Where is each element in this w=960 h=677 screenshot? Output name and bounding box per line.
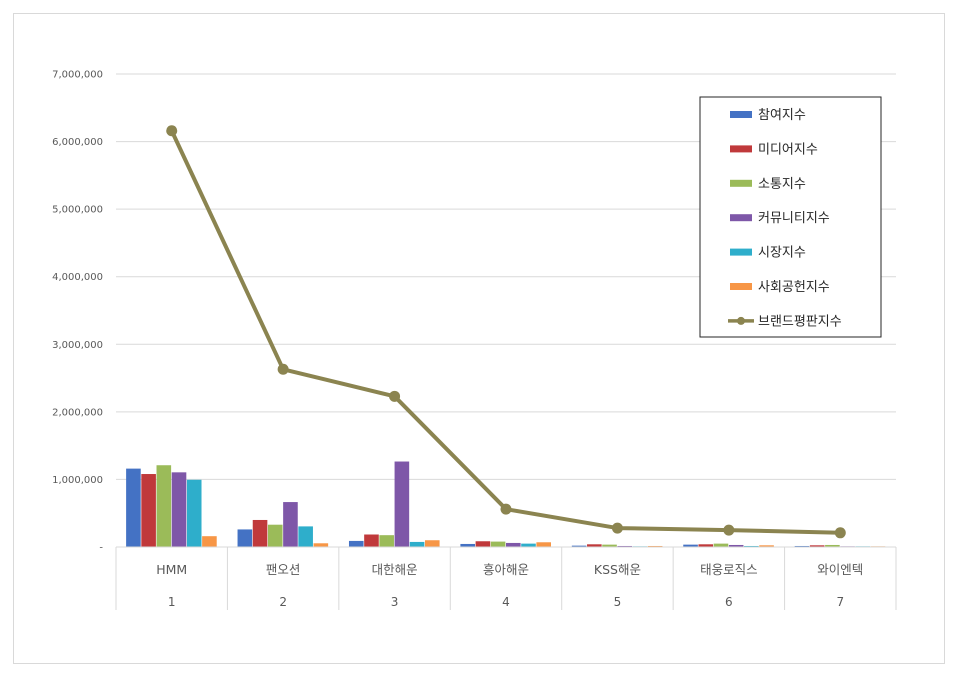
chart-frame: - 1,000,000 2,000,000 3,000,000 4,000,000 5,0…: [13, 13, 945, 664]
bar: [713, 543, 729, 547]
bar: [571, 545, 587, 547]
y-tick-label: -: [99, 543, 103, 554]
grid-lines: [116, 73, 896, 480]
bar: [202, 536, 217, 547]
bar: [171, 472, 187, 547]
bar: [141, 474, 156, 547]
category-label: 와이엔텍: [817, 562, 863, 577]
bar: [156, 465, 172, 547]
bar: [490, 541, 506, 547]
bar: [617, 545, 633, 547]
rank-label: 4: [502, 595, 510, 609]
rank-label: 1: [168, 595, 176, 609]
legend-swatch: [730, 248, 752, 256]
line-series: [166, 125, 846, 539]
y-tick-label: 7,000,000: [52, 70, 103, 81]
category-label: 흥아해운: [483, 562, 529, 577]
bar-series: [126, 461, 886, 547]
legend-swatch: [730, 179, 752, 187]
rank-label: 6: [725, 595, 733, 609]
bar: [298, 526, 313, 547]
legend-swatch: [730, 214, 752, 222]
bar: [809, 545, 825, 547]
bar: [267, 524, 283, 547]
bar: [186, 479, 202, 547]
rank-label: 5: [614, 595, 622, 609]
legend-swatch: [730, 111, 752, 118]
bar: [409, 541, 425, 547]
line-point: [389, 390, 401, 402]
category-label: HMM: [156, 562, 187, 577]
rank-label: 2: [279, 595, 287, 609]
bar: [759, 545, 774, 547]
y-tick-label: 4,000,000: [52, 272, 103, 283]
category-label: 태웅로직스: [700, 562, 758, 577]
category-label: 팬오션: [266, 562, 301, 577]
bar: [460, 543, 475, 547]
legend-swatch: [730, 145, 752, 153]
bar: [126, 468, 141, 547]
y-tick-label: 2,000,000: [52, 407, 103, 418]
legend-label: 시장지수: [758, 246, 806, 261]
legend-label: 소통지수: [758, 177, 806, 192]
bar: [283, 502, 298, 547]
line-point: [500, 503, 512, 515]
category-label: 대한해운: [372, 562, 418, 577]
bar: [587, 544, 602, 547]
legend-label: 미디어지수: [758, 142, 818, 157]
line-point: [277, 363, 289, 375]
bar: [602, 544, 617, 547]
bar: [475, 541, 491, 547]
brand-reputation-chart: - 1,000,000 2,000,000 3,000,000 4,000,000 5,0…: [52, 70, 897, 610]
legend-swatch: [730, 283, 752, 290]
bar: [825, 544, 840, 547]
y-tick-label: 3,000,000: [52, 340, 103, 351]
bar: [647, 545, 663, 547]
bar: [252, 519, 268, 547]
legend-label: 사회공헌지수: [758, 280, 830, 295]
bar: [794, 545, 810, 547]
line-point: [611, 522, 623, 534]
legend-marker: [737, 316, 745, 325]
y-tick-label: 5,000,000: [52, 205, 103, 216]
bar: [348, 540, 364, 547]
legend-label: 참여지수: [758, 108, 806, 123]
bar: [379, 535, 394, 547]
rank-label: 3: [391, 595, 399, 609]
line-point: [834, 527, 846, 539]
legend-label: 커뮤니티지수: [758, 211, 830, 226]
y-tick-label: 6,000,000: [52, 137, 103, 148]
rank-label: 7: [836, 595, 844, 609]
bar: [506, 542, 521, 547]
y-tick-label: 1,000,000: [52, 475, 103, 486]
bar: [728, 544, 744, 547]
x-axis: HMM 1 팬오션 2 대한해운 3 흥아해운 4 KSS해운 5 태웅로직스 6 와이엔텍 7: [115, 546, 897, 610]
line-point: [723, 524, 735, 536]
bar: [313, 543, 329, 547]
category-label: KSS해운: [594, 562, 641, 577]
bar: [237, 529, 253, 547]
bar: [744, 545, 759, 547]
bar: [424, 540, 440, 547]
y-axis-ticks: - 1,000,000 2,000,000 3,000,000 4,000,000 5,0…: [52, 70, 103, 554]
bar: [394, 461, 410, 547]
bar: [683, 544, 698, 547]
bar: [698, 544, 714, 547]
bar: [536, 542, 551, 547]
bar: [521, 543, 536, 547]
bar: [364, 534, 379, 547]
legend-label: 브랜드평판지수: [758, 314, 842, 329]
line-point: [166, 125, 178, 137]
